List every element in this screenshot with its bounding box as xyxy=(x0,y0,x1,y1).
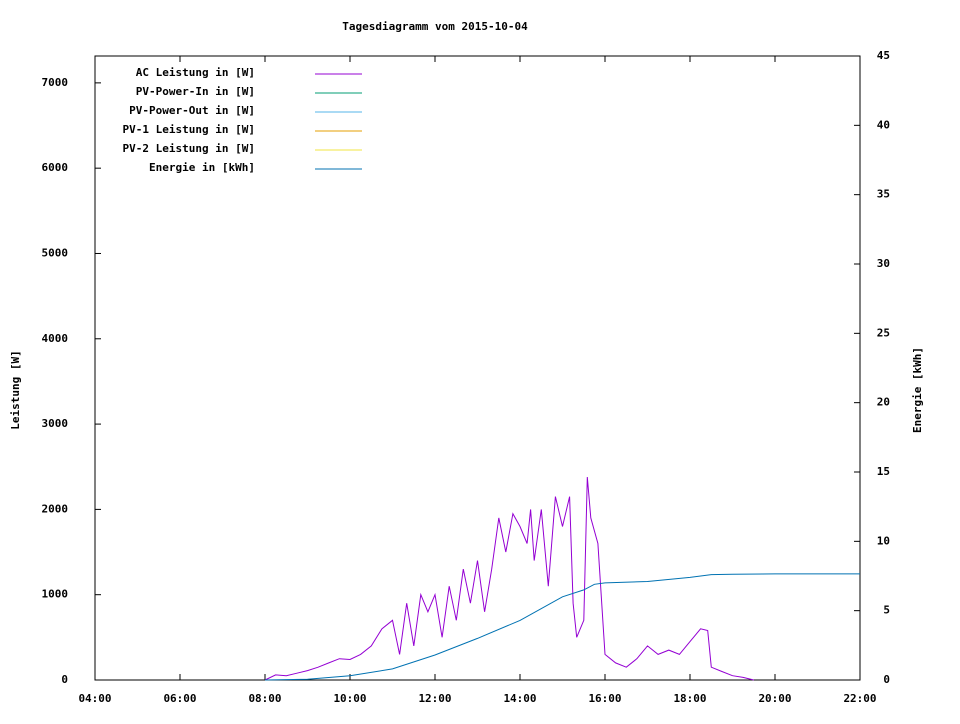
y-tick-label: 5000 xyxy=(42,246,69,259)
chart-title: Tagesdiagramm vom 2015-10-04 xyxy=(342,20,528,33)
x-tick-label: 18:00 xyxy=(673,692,706,705)
y-tick-label: 6000 xyxy=(42,161,69,174)
y-tick-label: 7000 xyxy=(42,76,69,89)
x-tick-label: 08:00 xyxy=(248,692,281,705)
y-tick-label: 2000 xyxy=(42,502,69,515)
x-tick-label: 06:00 xyxy=(163,692,196,705)
y2-tick-label: 10 xyxy=(877,534,890,547)
x-tick-label: 14:00 xyxy=(503,692,536,705)
y2-tick-label: 40 xyxy=(877,118,890,131)
y2-axis-label: Energie [kWh] xyxy=(911,347,924,433)
y2-tick-label: 5 xyxy=(883,604,890,617)
legend-label: PV-Power-In in [W] xyxy=(136,85,255,98)
series-line xyxy=(264,573,860,681)
y-tick-label: 4000 xyxy=(42,332,69,345)
y2-tick-label: 25 xyxy=(877,326,890,339)
x-tick-label: 16:00 xyxy=(588,692,621,705)
y-tick-label: 0 xyxy=(61,673,68,686)
y2-tick-label: 30 xyxy=(877,257,890,270)
legend-label: AC Leistung in [W] xyxy=(136,66,255,79)
legend-label: Energie in [kWh] xyxy=(149,161,255,174)
legend-label: PV-2 Leistung in [W] xyxy=(123,142,255,155)
legend-label: PV-Power-Out in [W] xyxy=(129,104,255,117)
x-tick-label: 10:00 xyxy=(333,692,366,705)
y-tick-label: 3000 xyxy=(42,417,69,430)
series-line xyxy=(264,476,754,681)
y2-tick-label: 35 xyxy=(877,188,890,201)
x-tick-label: 20:00 xyxy=(758,692,791,705)
y2-tick-label: 15 xyxy=(877,465,890,478)
y-axis-label: Leistung [W] xyxy=(9,350,22,429)
x-tick-label: 04:00 xyxy=(78,692,111,705)
x-tick-label: 12:00 xyxy=(418,692,451,705)
x-tick-label: 22:00 xyxy=(843,692,876,705)
y2-tick-label: 20 xyxy=(877,396,890,409)
legend-label: PV-1 Leistung in [W] xyxy=(123,123,255,136)
plot-frame xyxy=(94,55,861,681)
y-tick-label: 1000 xyxy=(42,588,69,601)
y2-tick-label: 0 xyxy=(883,673,890,686)
y2-tick-label: 45 xyxy=(877,49,890,62)
